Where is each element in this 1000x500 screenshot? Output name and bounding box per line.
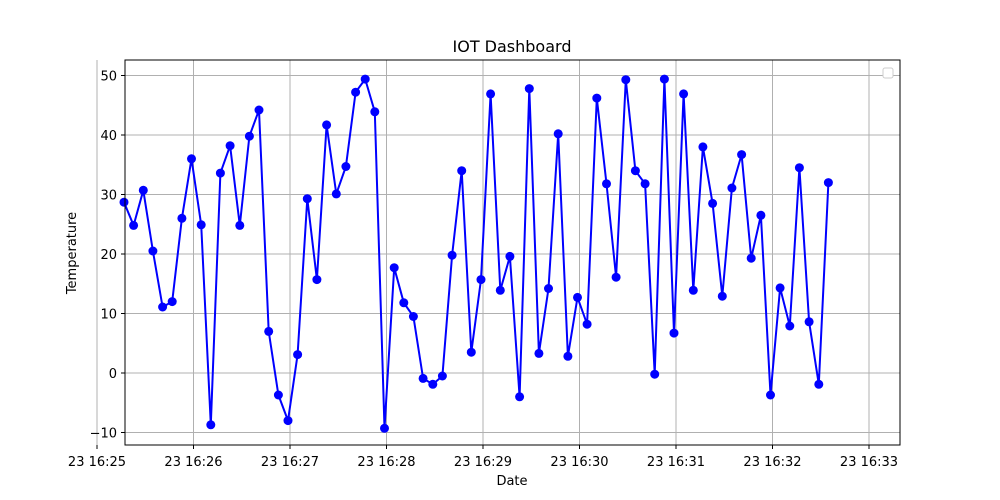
data-point — [167, 297, 177, 307]
data-point — [418, 373, 428, 383]
data-point — [775, 283, 785, 293]
data-point — [505, 251, 515, 261]
data-point — [215, 168, 225, 178]
data-point — [244, 131, 254, 141]
data-point — [592, 93, 602, 103]
data-point — [254, 105, 264, 115]
data-point — [225, 141, 235, 151]
data-point — [621, 75, 631, 85]
x-tick-label: 23 16:29 — [454, 455, 512, 470]
y-tick-label: 50 — [100, 70, 117, 85]
data-point — [264, 326, 274, 336]
data-point — [447, 250, 457, 260]
y-tick-label: −10 — [90, 427, 117, 442]
data-point — [814, 379, 824, 389]
data-point — [408, 312, 418, 321]
data-point — [573, 292, 582, 302]
data-point — [650, 369, 660, 379]
x-tick-label: 23 16:31 — [647, 455, 705, 470]
data-point — [785, 321, 795, 331]
data-point — [457, 166, 467, 176]
data-point — [437, 371, 447, 381]
x-tick-label: 23 16:26 — [164, 455, 222, 470]
data-point — [302, 194, 312, 204]
data-point — [823, 178, 833, 188]
data-point — [283, 416, 293, 426]
data-point — [640, 179, 650, 189]
x-tick-label: 23 16:25 — [68, 455, 126, 470]
data-point — [524, 84, 534, 94]
y-axis-title: Temperature — [65, 212, 80, 295]
x-tick-label: 23 16:28 — [357, 455, 415, 470]
data-point — [717, 291, 727, 301]
data-point — [119, 197, 129, 207]
data-point — [187, 154, 196, 164]
data-point — [206, 420, 216, 430]
data-point — [129, 220, 139, 230]
data-point — [360, 74, 370, 84]
y-tick-label: 0 — [109, 367, 117, 382]
data-point — [515, 392, 525, 402]
y-tick-label: 20 — [100, 248, 117, 263]
data-point — [389, 263, 399, 273]
data-point — [235, 220, 245, 230]
data-point — [563, 351, 573, 361]
data-point — [679, 89, 689, 99]
data-point — [466, 347, 476, 357]
data-point — [553, 129, 563, 139]
data-point — [370, 107, 380, 117]
data-point — [534, 348, 544, 358]
y-tick-label: 10 — [100, 308, 117, 323]
axis-ticks: 23 16:25 23 16:26 23 16:27 23 16:28 23 16:29… — [68, 70, 898, 471]
legend-box — [882, 67, 894, 79]
data-point — [602, 179, 611, 189]
data-point — [177, 213, 187, 223]
data-point — [544, 284, 553, 293]
data-point — [804, 317, 814, 327]
x-tick-label: 23 16:27 — [261, 455, 319, 470]
data-point — [495, 285, 505, 295]
data-point — [746, 253, 756, 263]
data-point — [756, 210, 766, 220]
data-point — [669, 328, 679, 338]
y-tick-label: 30 — [100, 189, 117, 204]
data-point — [380, 423, 389, 433]
plot-area-frame — [124, 59, 901, 446]
data-point — [196, 220, 206, 230]
data-point — [486, 89, 496, 99]
data-point — [158, 302, 168, 312]
data-point — [659, 74, 669, 84]
data-point — [138, 185, 148, 195]
data-point — [273, 390, 283, 400]
data-point — [428, 379, 438, 389]
x-tick-label: 23 16:32 — [743, 455, 801, 470]
data-point — [688, 285, 698, 295]
data-point — [351, 87, 361, 97]
data-point — [766, 390, 775, 400]
y-tick-label: 40 — [100, 129, 117, 144]
data-point — [293, 350, 303, 360]
data-point — [708, 198, 718, 208]
data-point — [698, 142, 708, 152]
data-point — [399, 298, 409, 308]
data-point — [727, 183, 737, 193]
data-point — [322, 120, 332, 130]
data-point — [331, 189, 341, 199]
data-point — [737, 150, 747, 160]
data-point — [341, 162, 351, 171]
data-point — [312, 275, 322, 285]
x-axis-title: Date — [496, 474, 527, 489]
data-point — [476, 275, 486, 285]
data-series — [119, 74, 833, 433]
data-point — [611, 272, 621, 282]
x-tick-label: 23 16:30 — [550, 455, 608, 470]
data-point — [794, 163, 804, 173]
series-line — [123, 78, 830, 430]
data-point — [630, 166, 640, 176]
data-point — [148, 246, 158, 256]
data-point — [582, 319, 592, 329]
chart-title: IOT Dashboard — [453, 37, 572, 56]
x-tick-label: 23 16:33 — [840, 455, 898, 470]
